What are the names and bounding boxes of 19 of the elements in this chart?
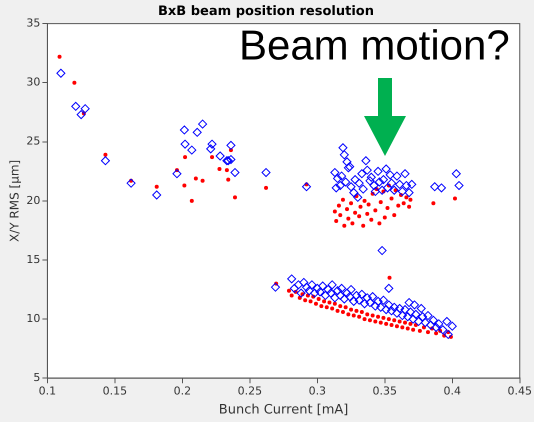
- x-tick-label: 0.45: [508, 384, 532, 398]
- x-tick-label: 0.2: [174, 384, 192, 398]
- x-tick-label: 0.35: [372, 384, 398, 398]
- x-tick-label: 0.3: [308, 384, 326, 398]
- x-tick-label: 0.1: [38, 384, 56, 398]
- y-tick-label: 30: [26, 76, 40, 89]
- x-tick-label: 0.4: [444, 384, 462, 398]
- x-tick-label: 0.15: [102, 384, 128, 398]
- y-tick-label: 15: [26, 252, 40, 266]
- chart-title: BxB beam position resolution: [158, 4, 374, 20]
- annotation: Beam motion?: [238, 22, 510, 69]
- y-tick-label: 20: [26, 194, 40, 207]
- y-axis-title: X/Y RMS [μm]: [7, 160, 22, 242]
- y-tick-label: 10: [26, 312, 40, 325]
- y-tick-label: 5: [33, 371, 40, 384]
- y-tick-label: 35: [26, 16, 40, 30]
- y-tick-label: 25: [26, 134, 40, 148]
- x-axis-title: Bunch Current [mA]: [218, 402, 348, 418]
- x-tick-label: 0.25: [238, 384, 262, 398]
